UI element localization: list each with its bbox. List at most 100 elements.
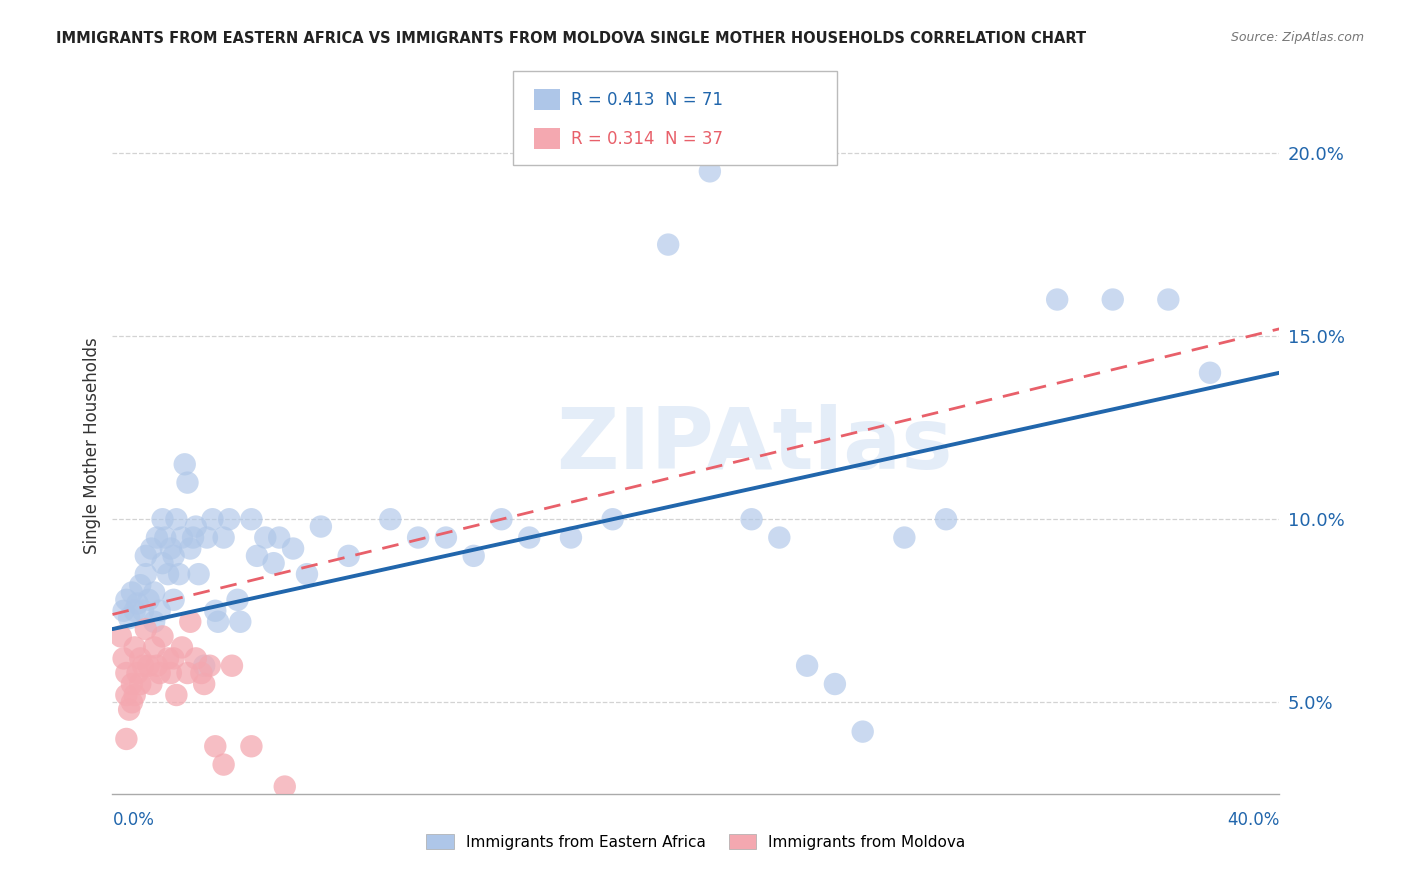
Point (152, 629, 174, 643)
Point (198, 658, 221, 673)
Point (129, 651, 152, 665)
Point (184, 519, 207, 533)
Y-axis label: Single Mother Households: Single Mother Households (83, 338, 101, 554)
Point (162, 592, 184, 607)
Point (187, 567, 209, 582)
Text: 40.0%: 40.0% (1227, 811, 1279, 829)
Point (118, 703, 141, 717)
Point (157, 567, 180, 582)
Point (204, 604, 226, 618)
Point (254, 531, 277, 545)
Point (195, 531, 218, 545)
Point (796, 658, 818, 673)
Point (132, 658, 155, 673)
Point (112, 651, 135, 665)
Point (560, 531, 582, 545)
Point (193, 677, 215, 691)
Point (138, 592, 160, 607)
Point (281, 541, 304, 556)
Point (226, 592, 249, 607)
Point (434, 531, 457, 545)
Point (201, 512, 224, 526)
Point (162, 549, 184, 563)
Point (152, 512, 174, 526)
Point (852, 724, 875, 739)
Point (274, 780, 297, 794)
Point (149, 604, 172, 618)
Point (110, 629, 132, 643)
Point (115, 688, 138, 702)
Point (309, 519, 332, 533)
Point (155, 531, 177, 545)
Point (263, 556, 285, 570)
Point (127, 597, 149, 611)
Point (121, 585, 143, 599)
Point (135, 567, 157, 582)
Point (143, 615, 166, 629)
Point (118, 611, 141, 625)
Point (165, 512, 187, 526)
Point (129, 677, 152, 691)
Point (1157, 293, 1180, 307)
Point (295, 567, 318, 582)
Text: ZIPAtlas: ZIPAtlas (555, 404, 953, 488)
Point (162, 651, 184, 665)
Point (124, 604, 146, 618)
Point (124, 640, 146, 655)
Point (146, 531, 169, 545)
Point (406, 531, 429, 545)
Point (221, 658, 243, 673)
Point (269, 531, 291, 545)
Point (179, 615, 201, 629)
Point (157, 651, 180, 665)
Legend: Immigrants from Eastern Africa, Immigrants from Moldova: Immigrants from Eastern Africa, Immigran… (420, 828, 972, 855)
Point (218, 512, 240, 526)
Point (229, 615, 252, 629)
Point (170, 640, 193, 655)
Point (741, 512, 763, 526)
Point (207, 615, 229, 629)
Point (240, 512, 263, 526)
Point (184, 651, 207, 665)
Point (337, 549, 360, 563)
Point (127, 666, 149, 681)
Point (132, 604, 155, 618)
Point (246, 549, 269, 563)
Text: R = 0.413  N = 71: R = 0.413 N = 71 (571, 91, 723, 109)
Text: IMMIGRANTS FROM EASTERN AFRICA VS IMMIGRANTS FROM MOLDOVA SINGLE MOTHER HOUSEHOL: IMMIGRANTS FROM EASTERN AFRICA VS IMMIGR… (56, 31, 1087, 46)
Point (240, 739, 263, 754)
Point (135, 549, 157, 563)
Point (893, 531, 915, 545)
Point (146, 658, 169, 673)
Point (167, 567, 190, 582)
Point (121, 677, 143, 691)
Point (193, 658, 215, 673)
Point (129, 578, 152, 592)
Point (179, 541, 201, 556)
Point (768, 531, 790, 545)
Point (115, 731, 138, 746)
Point (190, 666, 212, 681)
Point (1199, 366, 1222, 380)
Text: Source: ZipAtlas.com: Source: ZipAtlas.com (1230, 31, 1364, 45)
Point (173, 458, 195, 472)
Point (170, 531, 193, 545)
Point (149, 666, 172, 681)
Point (181, 531, 204, 545)
Point (135, 622, 157, 636)
Point (124, 688, 146, 702)
Point (176, 666, 198, 681)
Point (602, 512, 624, 526)
Point (935, 512, 957, 526)
Point (160, 541, 183, 556)
Point (115, 592, 138, 607)
Point (517, 531, 540, 545)
Text: R = 0.314  N = 37: R = 0.314 N = 37 (571, 129, 723, 147)
Point (112, 604, 135, 618)
Point (212, 757, 235, 772)
Point (143, 640, 166, 655)
Point (165, 688, 187, 702)
Point (380, 512, 402, 526)
Point (1101, 293, 1123, 307)
Point (141, 541, 163, 556)
